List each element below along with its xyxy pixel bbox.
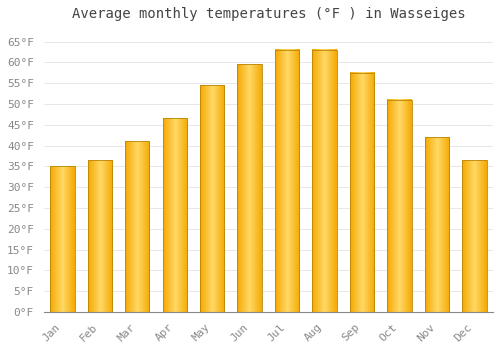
Title: Average monthly temperatures (°F ) in Wasseiges: Average monthly temperatures (°F ) in Wa… [72, 7, 465, 21]
